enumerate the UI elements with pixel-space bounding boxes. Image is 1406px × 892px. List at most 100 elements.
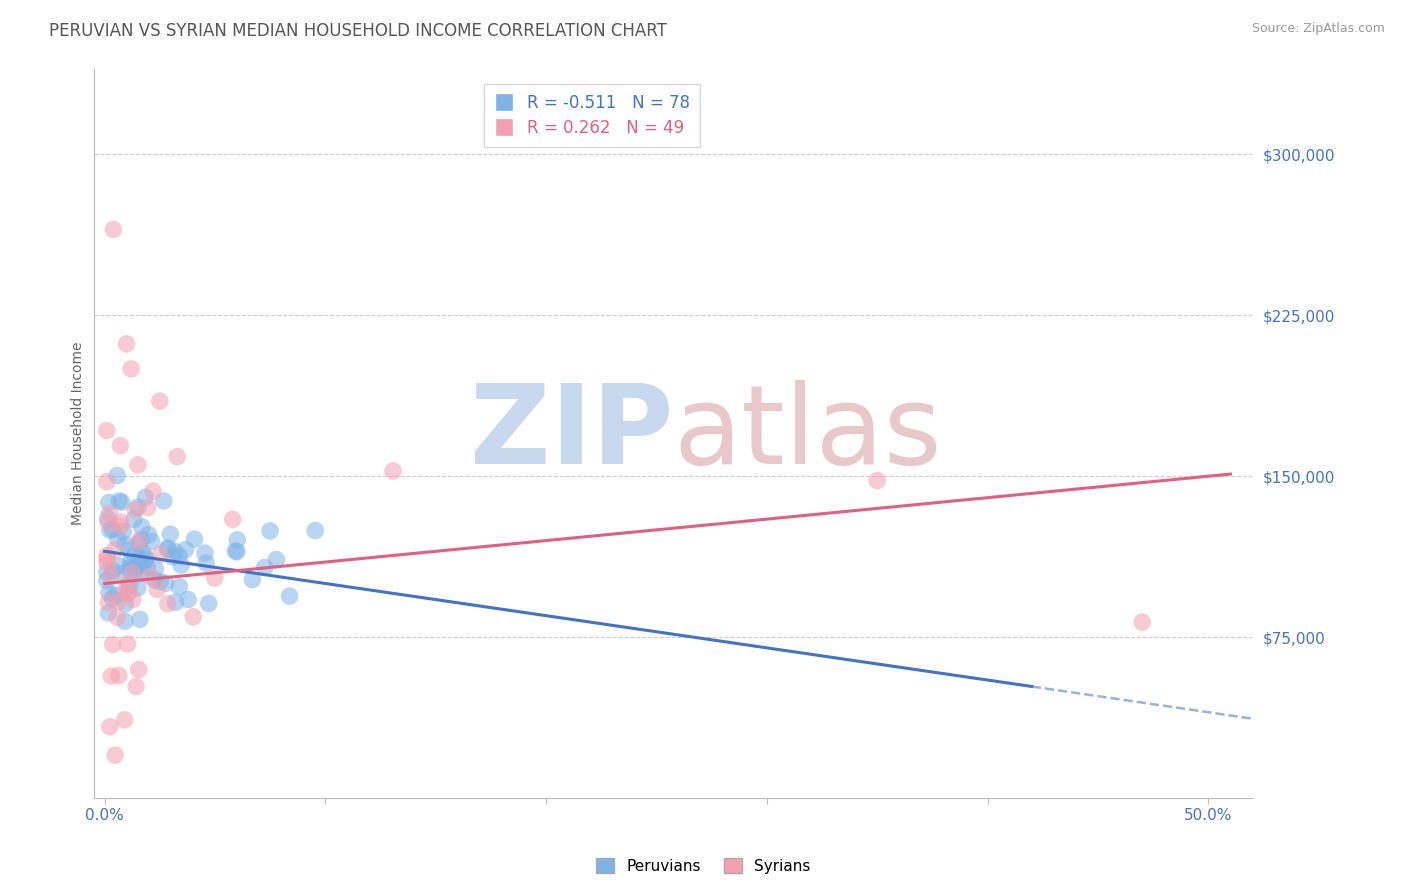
Point — [117, 542, 139, 557]
Text: ZIP: ZIP — [470, 380, 673, 487]
Point — [112, 524, 135, 539]
Point — [114, 713, 136, 727]
Point — [127, 581, 149, 595]
Point — [163, 544, 186, 558]
Point — [117, 586, 139, 600]
Point — [183, 532, 205, 546]
Point — [110, 519, 132, 533]
Point — [103, 543, 125, 558]
Point — [866, 474, 889, 488]
Point — [134, 550, 156, 565]
Text: atlas: atlas — [673, 380, 942, 487]
Point — [139, 569, 162, 583]
Point — [118, 586, 141, 600]
Point — [155, 576, 177, 591]
Point — [204, 571, 226, 585]
Point — [103, 222, 125, 236]
Point — [105, 468, 128, 483]
Point — [96, 549, 118, 563]
Text: PERUVIAN VS SYRIAN MEDIAN HOUSEHOLD INCOME CORRELATION CHART: PERUVIAN VS SYRIAN MEDIAN HOUSEHOLD INCO… — [49, 22, 666, 40]
Point — [120, 362, 142, 376]
Point — [96, 556, 118, 570]
Point — [197, 597, 219, 611]
Point — [111, 566, 134, 581]
Point — [107, 594, 129, 608]
Point — [108, 558, 131, 573]
Point — [162, 549, 184, 564]
Point — [259, 524, 281, 538]
Legend: Peruvians, Syrians: Peruvians, Syrians — [589, 852, 817, 880]
Point — [120, 555, 142, 569]
Point — [136, 560, 159, 574]
Point — [159, 527, 181, 541]
Point — [122, 592, 145, 607]
Point — [134, 490, 156, 504]
Point — [128, 612, 150, 626]
Point — [101, 591, 124, 606]
Point — [120, 564, 142, 578]
Point — [101, 564, 124, 578]
Point — [156, 597, 179, 611]
Point — [111, 495, 134, 509]
Point — [128, 559, 150, 574]
Point — [143, 562, 166, 576]
Point — [117, 578, 139, 592]
Point — [98, 720, 121, 734]
Point — [135, 553, 157, 567]
Point — [142, 484, 165, 499]
Point — [124, 564, 146, 578]
Point — [177, 592, 200, 607]
Point — [131, 520, 153, 534]
Point — [129, 566, 152, 580]
Point — [105, 610, 128, 624]
Point — [120, 559, 142, 574]
Point — [125, 680, 148, 694]
Point — [108, 668, 131, 682]
Point — [146, 582, 169, 597]
Point — [128, 536, 150, 550]
Point — [128, 663, 150, 677]
Point — [97, 495, 120, 509]
Point — [110, 515, 132, 529]
Point — [114, 597, 136, 611]
Point — [266, 552, 288, 566]
Point — [128, 551, 150, 566]
Point — [96, 424, 118, 438]
Point — [124, 548, 146, 562]
Point — [125, 559, 148, 574]
Point — [131, 533, 153, 547]
Point — [97, 516, 120, 530]
Point — [110, 439, 132, 453]
Point — [278, 589, 301, 603]
Point — [121, 566, 143, 580]
Point — [156, 541, 179, 555]
Point — [240, 573, 263, 587]
Point — [165, 595, 187, 609]
Point — [115, 337, 138, 351]
Point — [132, 557, 155, 571]
Point — [114, 615, 136, 629]
Point — [118, 577, 141, 591]
Point — [97, 595, 120, 609]
Legend: R = -0.511   N = 78, R = 0.262   N = 49: R = -0.511 N = 78, R = 0.262 N = 49 — [484, 84, 700, 147]
Point — [149, 574, 172, 589]
Point — [194, 546, 217, 560]
Point — [96, 552, 118, 566]
Point — [222, 512, 245, 526]
Point — [143, 573, 166, 587]
Point — [117, 637, 139, 651]
Point — [226, 545, 249, 559]
Point — [138, 527, 160, 541]
Point — [149, 394, 172, 409]
Point — [1130, 615, 1153, 629]
Point — [101, 522, 124, 536]
Point — [152, 494, 174, 508]
Point — [156, 542, 179, 557]
Point — [149, 547, 172, 561]
Point — [97, 606, 120, 620]
Point — [166, 450, 188, 464]
Point — [136, 500, 159, 515]
Point — [114, 585, 136, 599]
Point — [174, 542, 197, 557]
Point — [122, 562, 145, 576]
